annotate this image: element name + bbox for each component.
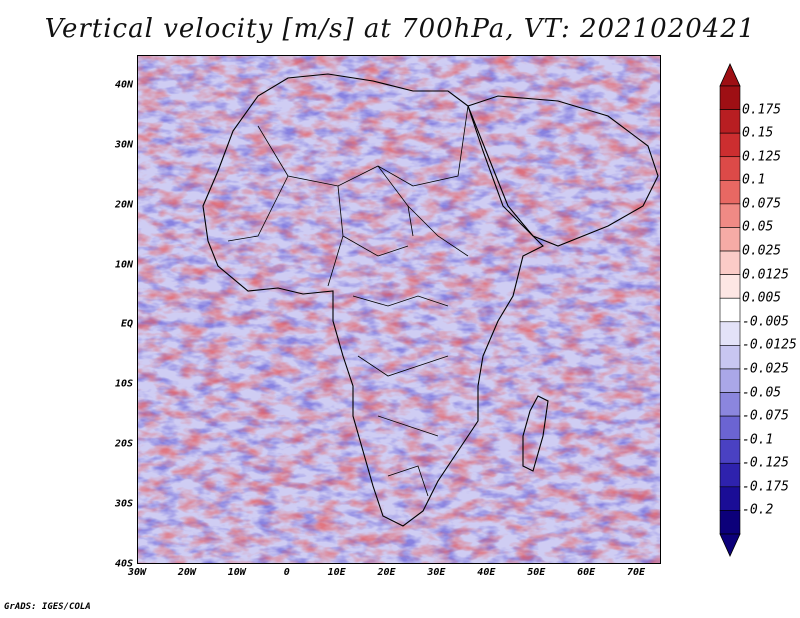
x-tick-label: 10W (227, 567, 246, 578)
x-tick-label: 0 (283, 567, 290, 578)
colorbar (719, 63, 741, 557)
colorbar-label: -0.1 (742, 432, 774, 448)
colorbar-label: -0.2 (742, 502, 774, 518)
colorbar-swatch (719, 156, 741, 181)
colorbar-label: 0.0125 (742, 267, 789, 283)
colorbar-swatch (719, 439, 741, 464)
colorbar-swatch (719, 486, 741, 511)
colorbar-label: -0.005 (742, 314, 789, 330)
colorbar-swatch (719, 462, 741, 488)
x-tick-label: 60E (577, 567, 596, 578)
colorbar-label: -0.025 (742, 361, 789, 377)
colorbar-swatch (719, 227, 741, 252)
colorbar-label: 0.1 (742, 172, 766, 188)
y-tick-label: 10N (114, 259, 133, 271)
colorbar-label: 0.005 (742, 290, 782, 306)
x-tick-label: 20W (177, 567, 196, 578)
colorbar-swatch (719, 132, 741, 158)
colorbar-swatch (719, 274, 741, 299)
vertical-velocity-field (138, 56, 660, 563)
colorbar-min-arrow (719, 533, 741, 557)
colorbar-label: 0.05 (742, 219, 774, 235)
madagascar-coastline (522, 395, 549, 472)
colorbar-swatch (719, 415, 741, 440)
y-tick-label: EQ (120, 318, 133, 330)
colorbar-label: 0.125 (742, 149, 782, 165)
colorbar-swatch (719, 85, 741, 110)
colorbar-swatch (719, 368, 741, 393)
map-panel (137, 55, 661, 564)
colorbar-label: 0.025 (742, 243, 782, 259)
arabia-coastline (467, 95, 659, 247)
x-tick-label: 30E (427, 567, 446, 578)
y-tick-label: 30N (114, 139, 133, 151)
colorbar-swatch (719, 321, 741, 346)
y-tick-label: 10S (114, 378, 133, 390)
y-tick-label: 40N (114, 79, 133, 91)
rising-motion-texture (138, 56, 660, 563)
x-tick-label: 70E (627, 567, 646, 578)
colorbar-swatch (719, 392, 741, 417)
africa-coastline (202, 73, 544, 527)
y-tick-label: 30S (114, 498, 133, 510)
country-borders (227, 105, 469, 497)
colorbar-label: -0.075 (742, 408, 789, 424)
x-tick-label: 10E (327, 567, 346, 578)
coastlines (202, 73, 659, 527)
colorbar-label: -0.0125 (742, 337, 797, 353)
colorbar-swatch (719, 250, 741, 275)
colorbar-swatch (719, 297, 741, 323)
footer-credit: GrADS: IGES/COLA (4, 602, 91, 612)
colorbar-swatch (719, 109, 741, 134)
colorbar-max-arrow (719, 63, 741, 87)
x-tick-label: 40E (477, 567, 496, 578)
colorbar-label: -0.125 (742, 455, 789, 471)
colorbar-label: 0.075 (742, 196, 782, 212)
chart-title: Vertical velocity [m/s] at 700hPa, VT: 2… (44, 14, 756, 44)
x-tick-label: 30W (127, 567, 147, 578)
colorbar-swatch (719, 510, 741, 535)
colorbar-swatch (719, 180, 741, 205)
colorbar-swatch (719, 345, 741, 370)
y-tick-label: 40S (114, 558, 133, 570)
colorbar-label: 0.175 (742, 102, 782, 118)
y-tick-label: 20S (114, 438, 133, 450)
y-tick-label: 20N (114, 199, 133, 211)
colorbar-label: -0.05 (742, 385, 782, 401)
x-tick-label: 20E (377, 567, 396, 578)
colorbar-label: -0.175 (742, 479, 789, 495)
x-tick-label: 50E (527, 567, 546, 578)
colorbar-swatch (719, 203, 741, 228)
colorbar-label: 0.15 (742, 125, 774, 141)
